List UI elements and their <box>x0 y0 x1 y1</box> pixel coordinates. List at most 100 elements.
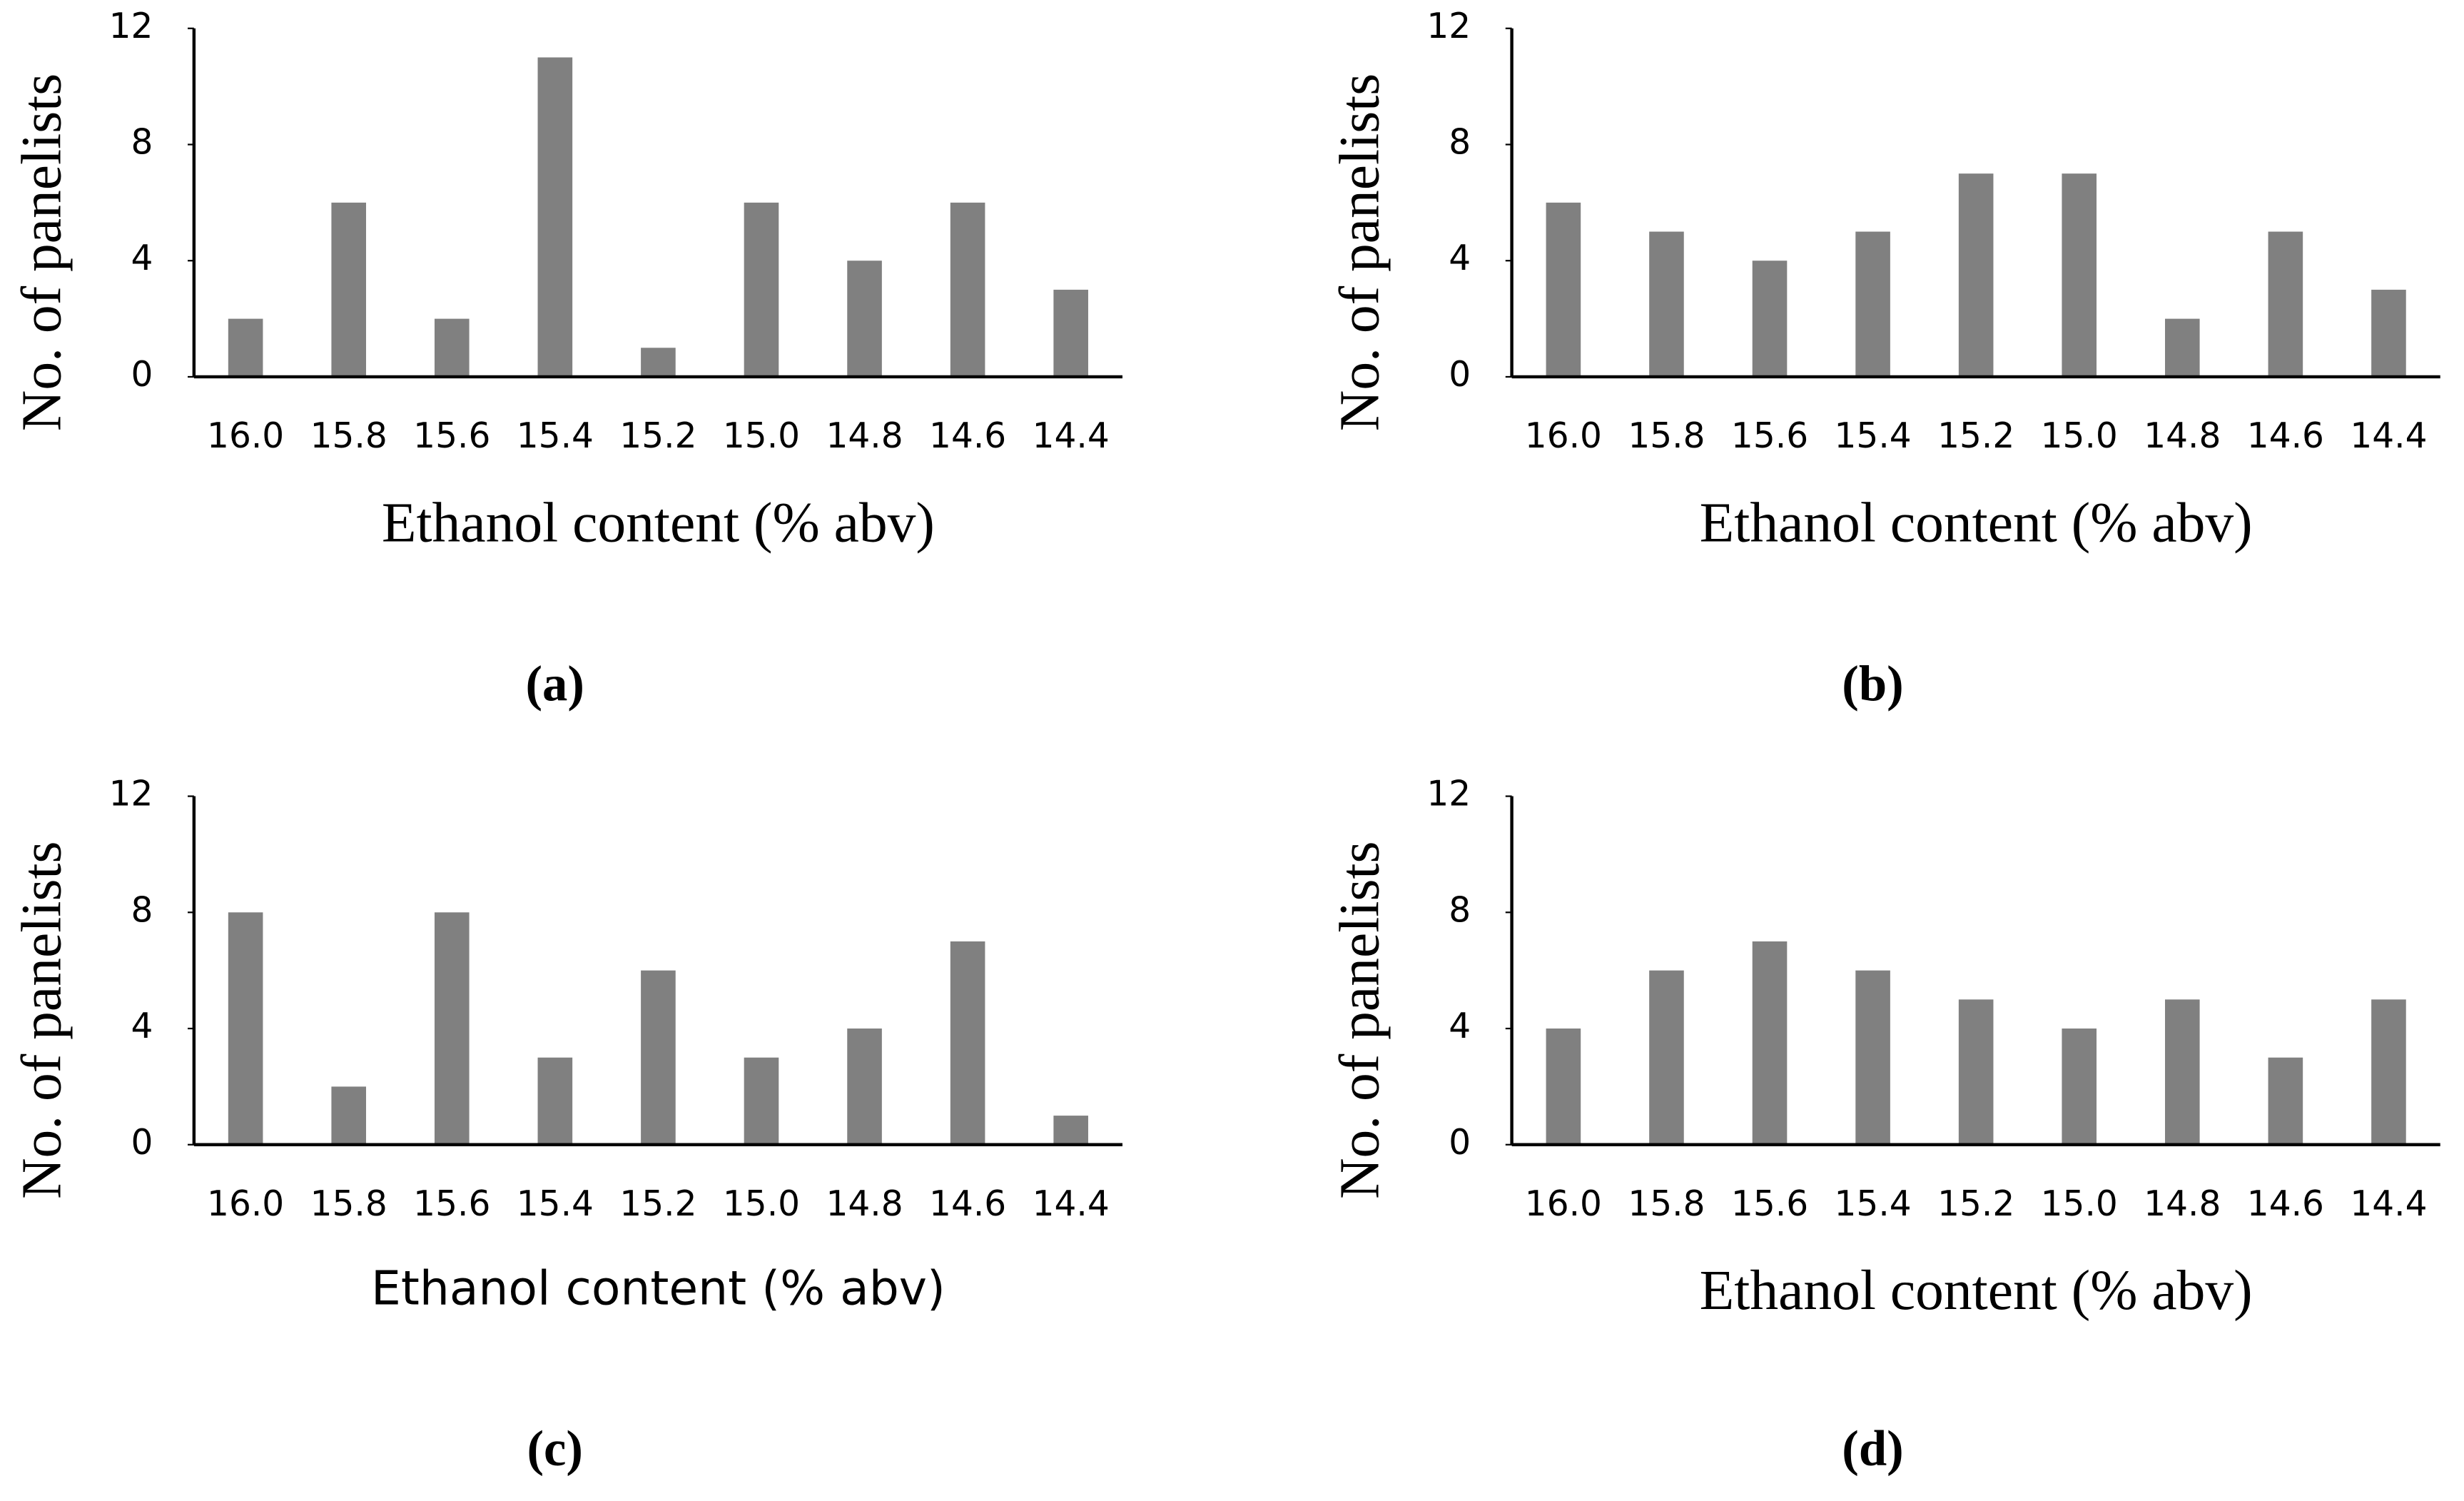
y-tick-label: 0 <box>1449 355 1471 395</box>
x-tick-label: 14.8 <box>826 1184 903 1224</box>
x-tick-label: 16.0 <box>1525 1184 1602 1224</box>
bar <box>641 348 676 377</box>
bar <box>1958 173 1994 377</box>
bar <box>228 912 263 1145</box>
bar <box>228 318 263 377</box>
bar <box>331 1086 367 1145</box>
x-tick-label: 15.4 <box>1835 1184 1912 1224</box>
x-axis-label: Ethanol content (% abv) <box>382 491 935 554</box>
bar <box>434 912 470 1145</box>
x-tick-label: 14.4 <box>1033 416 1110 456</box>
x-tick-label: 14.4 <box>1033 1184 1110 1224</box>
y-tick-label: 12 <box>1426 774 1471 814</box>
bar <box>847 261 882 377</box>
bar <box>2371 289 2406 377</box>
panel-caption: (c) <box>527 1421 583 1477</box>
bar <box>1053 1116 1088 1145</box>
y-tick-label: 8 <box>131 122 153 162</box>
bar <box>1546 202 1581 377</box>
x-tick-label: 14.8 <box>2144 1184 2221 1224</box>
x-tick-label: 14.6 <box>2247 1184 2324 1224</box>
x-axis-label: Ethanol content (% abv) <box>1700 1259 2253 1322</box>
x-tick-label: 15.4 <box>517 416 594 456</box>
bar <box>744 202 779 377</box>
x-tick-label: 15.2 <box>619 416 696 456</box>
bar <box>950 941 985 1145</box>
x-tick-label: 15.8 <box>1628 416 1705 456</box>
bar <box>2268 231 2303 377</box>
bar <box>434 318 470 377</box>
x-tick-label: 15.6 <box>1731 416 1808 456</box>
x-tick-label: 16.0 <box>207 416 284 456</box>
x-tick-label: 15.8 <box>310 1184 387 1224</box>
x-tick-label: 15.4 <box>517 1184 594 1224</box>
x-tick-label: 15.2 <box>1937 416 2014 456</box>
x-tick-label: 14.6 <box>929 1184 1006 1224</box>
x-tick-label: 14.8 <box>826 416 903 456</box>
y-axis-label: No. of panelists <box>1328 74 1391 431</box>
bar <box>2062 173 2097 377</box>
y-tick-label: 0 <box>131 355 153 395</box>
bar <box>331 202 367 377</box>
y-axis-label: No. of panelists <box>11 842 73 1199</box>
x-tick-label: 14.4 <box>2350 416 2427 456</box>
y-tick-label: 4 <box>1449 1006 1471 1046</box>
x-tick-label: 14.8 <box>2144 416 2221 456</box>
bar <box>847 1029 882 1145</box>
x-tick-label: 16.0 <box>1525 416 1602 456</box>
y-tick-label: 4 <box>131 1006 153 1046</box>
bar <box>2268 1057 2303 1145</box>
bar <box>1958 999 1994 1145</box>
x-tick-label: 15.0 <box>2041 416 2118 456</box>
y-tick-label: 8 <box>1449 890 1471 930</box>
bar <box>2165 318 2200 377</box>
x-tick-label: 15.2 <box>1937 1184 2014 1224</box>
bar <box>1855 970 1890 1145</box>
y-axis-label: No. of panelists <box>11 74 73 431</box>
y-tick-label: 12 <box>1426 6 1471 46</box>
panel-caption: (a) <box>526 657 584 712</box>
bar <box>1546 1029 1581 1145</box>
x-tick-label: 15.4 <box>1835 416 1912 456</box>
bar <box>2371 999 2406 1145</box>
bar <box>641 970 676 1145</box>
bar <box>537 57 573 377</box>
bar <box>1649 231 1684 377</box>
y-tick-label: 4 <box>131 238 153 278</box>
x-tick-label: 14.6 <box>929 416 1006 456</box>
y-tick-label: 8 <box>1449 122 1471 162</box>
y-axis-label: No. of panelists <box>1328 842 1391 1199</box>
bar <box>1855 231 1890 377</box>
bar <box>1649 970 1684 1145</box>
x-tick-label: 15.8 <box>1628 1184 1705 1224</box>
x-tick-label: 14.4 <box>2350 1184 2427 1224</box>
panel-caption: (d) <box>1842 1421 1903 1477</box>
bar <box>2062 1029 2097 1145</box>
y-tick-label: 0 <box>131 1123 153 1163</box>
y-tick-label: 4 <box>1449 238 1471 278</box>
panel-caption: (b) <box>1842 657 1903 712</box>
x-tick-label: 15.0 <box>2041 1184 2118 1224</box>
bar <box>1752 941 1788 1145</box>
y-tick-label: 12 <box>109 774 153 814</box>
x-tick-label: 16.0 <box>207 1184 284 1224</box>
x-tick-label: 15.0 <box>723 416 800 456</box>
x-tick-label: 15.6 <box>1731 1184 1808 1224</box>
bar <box>2165 999 2200 1145</box>
x-tick-label: 15.8 <box>310 416 387 456</box>
x-tick-label: 15.2 <box>619 1184 696 1224</box>
x-tick-label: 15.6 <box>413 416 490 456</box>
y-tick-label: 8 <box>131 890 153 930</box>
y-tick-label: 0 <box>1449 1123 1471 1163</box>
bar <box>744 1057 779 1145</box>
bar <box>537 1057 573 1145</box>
x-tick-label: 14.6 <box>2247 416 2324 456</box>
bar <box>950 202 985 377</box>
x-tick-label: 15.0 <box>723 1184 800 1224</box>
x-axis-label: Ethanol content (% abv) <box>371 1260 945 1315</box>
bar <box>1752 261 1788 377</box>
y-tick-label: 12 <box>109 6 153 46</box>
x-axis-label: Ethanol content (% abv) <box>1700 491 2253 554</box>
bar <box>1053 289 1088 377</box>
